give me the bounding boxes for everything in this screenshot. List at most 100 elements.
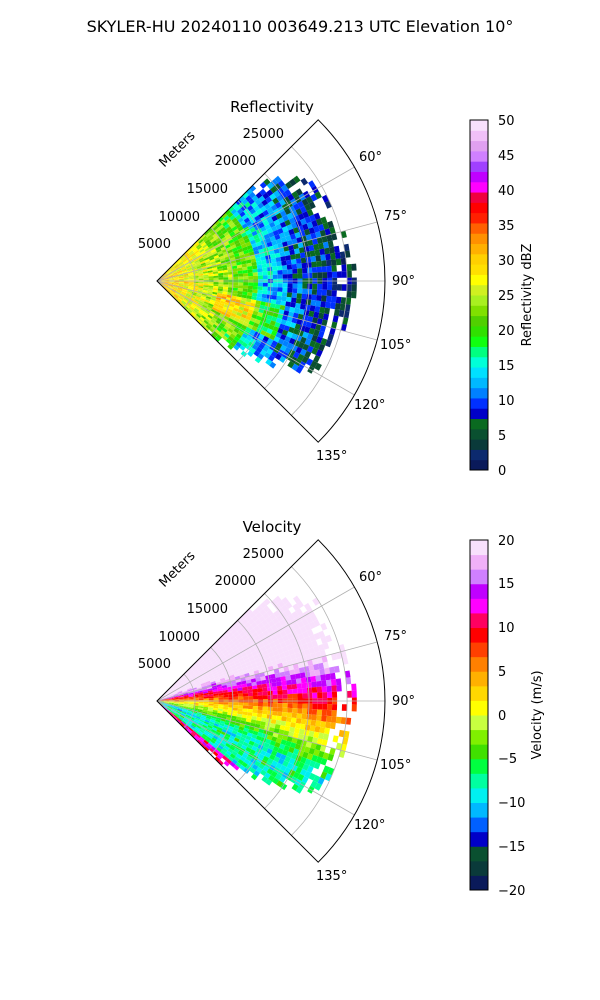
radar-cell — [198, 693, 204, 696]
radar-cell — [258, 195, 266, 203]
radar-cell — [231, 750, 238, 757]
radar-cell — [213, 704, 219, 707]
radar-cell — [187, 269, 193, 272]
radar-cell — [178, 705, 184, 708]
radar-cell — [187, 689, 193, 692]
radar-cell — [331, 233, 338, 241]
colorbar-tick: 45 — [498, 149, 515, 164]
radar-cell — [233, 764, 240, 771]
radar-cell — [297, 633, 305, 641]
radar-cell — [205, 232, 211, 238]
radar-cell — [238, 671, 245, 676]
radar-cell — [291, 333, 298, 340]
radar-cell — [235, 734, 241, 740]
radar-cell — [327, 240, 334, 248]
radar-cell — [204, 299, 210, 304]
radar-cell — [178, 284, 184, 287]
radar-cell — [317, 283, 323, 290]
radar-cell — [239, 344, 246, 351]
radar-cell — [241, 744, 248, 750]
radar-cell — [228, 206, 235, 213]
radar-cell — [213, 285, 219, 289]
radar-cell — [162, 284, 168, 288]
radar-cell — [327, 753, 334, 762]
radar-cell — [260, 737, 267, 743]
radar-cell — [206, 684, 212, 688]
radar-cell — [168, 705, 174, 708]
radar-cell — [178, 702, 184, 705]
radar-cell — [201, 315, 207, 320]
radar-cell — [177, 288, 183, 292]
colorbar-segment — [470, 346, 488, 358]
radar-cell — [331, 290, 337, 297]
radar-cell — [261, 663, 268, 669]
radar-cell — [260, 721, 266, 726]
radar-cell — [225, 244, 231, 249]
colorbar-segment — [470, 243, 488, 255]
radar-cell — [191, 665, 196, 671]
radar-cell — [172, 692, 178, 695]
radar-cell — [239, 615, 246, 622]
radar-cell — [311, 640, 318, 648]
radar-cell — [292, 312, 299, 319]
radar-cell — [225, 338, 232, 345]
radar-cell — [218, 304, 224, 309]
radar-cell — [170, 267, 175, 271]
colorbar-segment — [470, 685, 488, 701]
radar-cell — [166, 689, 171, 694]
radar-cell — [295, 366, 303, 374]
radar-cell — [213, 705, 219, 709]
radar-cell — [269, 641, 276, 648]
radar-cell — [229, 214, 236, 221]
radar-cell — [266, 328, 273, 335]
radar-cell — [242, 655, 249, 661]
radar-cell — [206, 294, 212, 298]
radar-cell — [291, 222, 298, 229]
radar-cell — [254, 215, 261, 222]
radar-cell — [177, 709, 182, 713]
radar-cell — [210, 297, 216, 301]
radar-cell — [214, 647, 221, 653]
radar-cell — [200, 717, 206, 722]
radar-cell — [257, 695, 263, 700]
radar-cell — [346, 690, 352, 698]
radar-cell — [207, 710, 213, 714]
colorbar-tick: 50 — [498, 114, 515, 129]
radar-cell — [218, 253, 224, 258]
radar-cell — [252, 246, 259, 252]
radar-cell — [294, 668, 300, 675]
radar-cell — [232, 691, 238, 695]
radar-cell — [335, 651, 343, 660]
radar-cell — [271, 330, 278, 337]
radar-cell — [262, 706, 268, 711]
radar-cell — [222, 755, 228, 761]
radar-cell — [181, 256, 186, 261]
radar-cell — [232, 710, 238, 714]
radar-cell — [167, 286, 173, 289]
radar-cell — [194, 681, 200, 685]
radar-cell — [279, 619, 286, 626]
radar-cell — [286, 239, 293, 246]
radar-cell — [260, 349, 267, 356]
radar-cell — [246, 664, 253, 670]
radar-cell — [180, 685, 186, 689]
radar-cell — [211, 333, 217, 339]
colorbar-segment — [470, 356, 488, 368]
radar-cell — [192, 255, 198, 260]
colorbar-tick: 20 — [498, 324, 515, 339]
azimuth-line — [156, 700, 355, 816]
radar-cell — [172, 288, 177, 292]
radar-cell — [292, 647, 300, 654]
radar-cell — [236, 261, 242, 266]
radar-cell — [163, 696, 169, 699]
radar-cell — [221, 649, 228, 655]
radar-cell — [230, 208, 237, 215]
radar-cell — [269, 253, 276, 259]
radar-cell — [256, 716, 262, 722]
radar-cell — [188, 692, 194, 695]
radar-cell — [280, 630, 287, 638]
radar-cell — [241, 634, 248, 641]
radar-cell — [288, 337, 296, 345]
radar-cell — [210, 668, 217, 674]
radar-cell — [208, 321, 215, 326]
